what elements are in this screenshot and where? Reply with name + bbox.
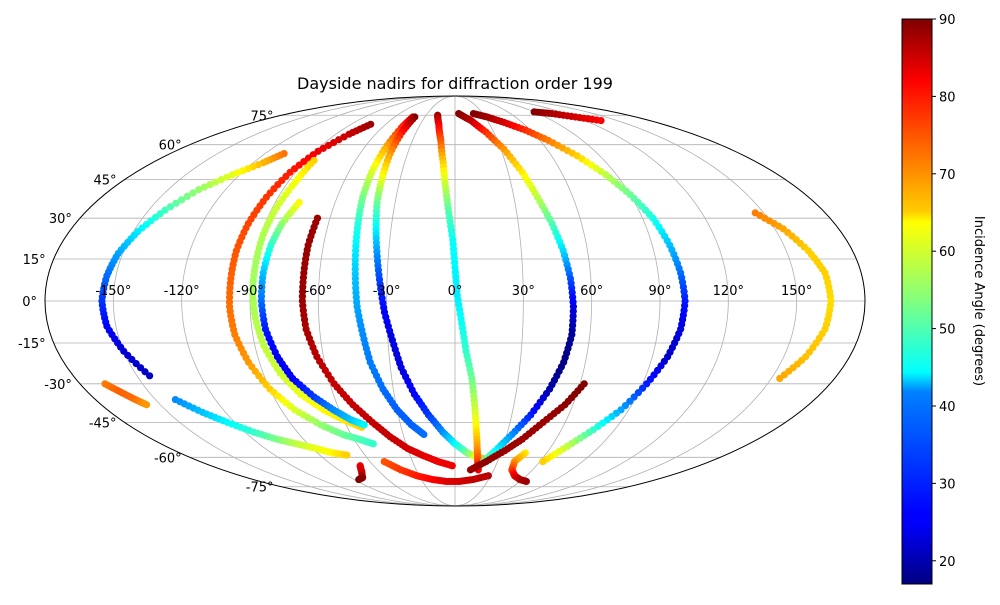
- data-point: [776, 374, 784, 383]
- x-tick-label: -30°: [373, 284, 401, 299]
- data-point: [189, 189, 197, 197]
- y-tick-label: 75°: [250, 109, 273, 124]
- x-tick-label: 0°: [448, 284, 463, 299]
- data-point: [597, 116, 605, 125]
- y-tick-label: -30°: [44, 378, 72, 393]
- x-tick-label: -150°: [95, 284, 131, 299]
- colorbar-tick-label: 80: [939, 90, 956, 105]
- data-point: [448, 462, 456, 470]
- colorbar-label: Incidence Angle (degrees): [971, 216, 986, 386]
- data-point: [217, 176, 225, 184]
- colorbar-tick-label: 50: [939, 323, 956, 338]
- data-point: [212, 178, 220, 186]
- x-tick-label: 120°: [713, 284, 744, 299]
- y-tick-label: -75°: [246, 481, 274, 496]
- x-tick-label: 150°: [781, 284, 812, 299]
- data-point: [200, 183, 208, 191]
- data-point: [360, 421, 368, 429]
- colorbar-ticks: 20 30 40 50 60 70 80 90: [932, 13, 956, 570]
- x-tick-labels: -150° -120° -90° -60° -30° 0° 30° 60° 90° 120° 150…: [95, 284, 812, 299]
- scatter-points: [98, 108, 835, 486]
- data-point: [223, 173, 231, 181]
- data-point: [539, 457, 547, 466]
- map-boundary: [44, 95, 866, 507]
- colorbar-tick-label: 60: [939, 245, 956, 260]
- x-tick-label: -120°: [164, 284, 200, 299]
- data-point: [228, 171, 237, 179]
- colorbar-gradient: [901, 18, 933, 585]
- data-point: [466, 466, 475, 474]
- data-point: [142, 401, 151, 409]
- x-tick-label: 30°: [512, 284, 535, 299]
- data-point: [355, 475, 363, 484]
- y-tick-label: 60°: [159, 139, 182, 154]
- data-point: [522, 477, 530, 486]
- data-point: [178, 196, 186, 204]
- y-tick-label: 45°: [94, 174, 117, 189]
- colorbar: 20 30 40 50 60 70 80 90 Incidence Angle (degree…: [901, 13, 986, 585]
- data-point: [146, 372, 154, 380]
- data-point: [621, 402, 630, 410]
- data-point: [484, 472, 492, 480]
- data-point: [206, 180, 214, 189]
- colorbar-tick-label: 30: [939, 477, 956, 492]
- data-point: [166, 203, 175, 211]
- x-tick-label: 60°: [580, 284, 603, 299]
- colorbar-tick-label: 20: [939, 555, 956, 570]
- data-point: [369, 440, 377, 448]
- x-tick-label: 90°: [648, 284, 671, 299]
- y-tick-label: 15°: [23, 253, 46, 268]
- colorbar-tick-label: 70: [939, 168, 956, 183]
- y-tick-label: 0°: [22, 295, 37, 310]
- y-tick-label: -15°: [18, 337, 46, 352]
- data-point: [183, 192, 191, 200]
- colorbar-tick-label: 90: [939, 13, 956, 28]
- y-tick-labels: -75° -60° -45° -30° -15° 0° 15° 30° 45° 60° 75°: [18, 109, 274, 495]
- data-point: [195, 186, 203, 194]
- y-tick-label: -60°: [154, 451, 182, 466]
- x-tick-label: -90°: [236, 284, 264, 299]
- x-tick-label: -60°: [304, 284, 332, 299]
- y-tick-label: -45°: [89, 416, 117, 431]
- y-tick-label: 30°: [49, 212, 72, 227]
- chart-title: Dayside nadirs for diffraction order 199: [297, 74, 613, 93]
- data-point: [343, 451, 351, 459]
- data-point: [420, 430, 428, 439]
- data-point: [172, 199, 180, 207]
- colorbar-tick-label: 40: [939, 400, 956, 415]
